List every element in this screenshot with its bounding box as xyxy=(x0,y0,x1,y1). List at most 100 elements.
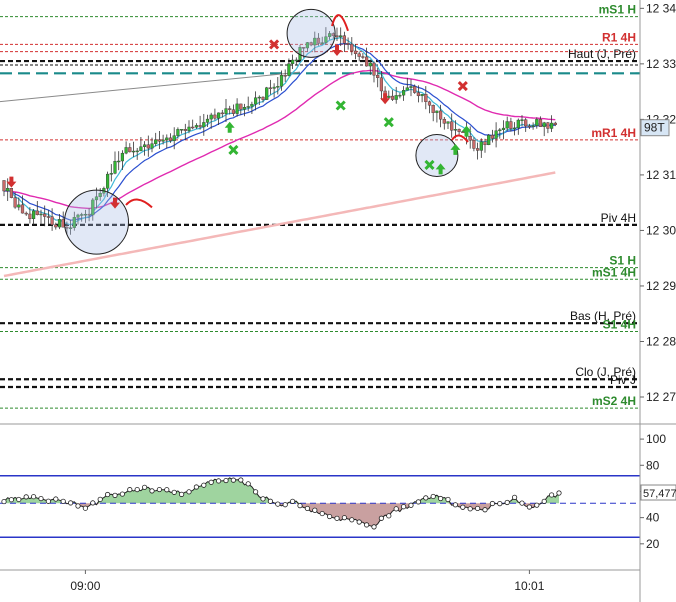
ema-fast-line xyxy=(3,36,556,226)
candle-body xyxy=(68,227,73,229)
candle-body xyxy=(453,129,457,131)
level-label: mR1 4H xyxy=(591,126,636,140)
buy-arrow-marker xyxy=(224,121,235,133)
annotation-stroke xyxy=(451,134,469,143)
candle-body xyxy=(446,121,450,124)
candle-body xyxy=(339,35,343,38)
oscillator-point xyxy=(30,494,37,500)
oscillator-point xyxy=(38,495,44,502)
oscillator-point xyxy=(534,502,540,508)
oscillator-point xyxy=(297,503,303,509)
oscillator-point xyxy=(186,489,192,495)
candle-body xyxy=(350,43,354,52)
candle-body xyxy=(157,139,161,142)
oscillator-point xyxy=(23,494,29,500)
oscillator-point xyxy=(504,499,510,506)
candle-body xyxy=(76,214,80,218)
oscillator-point xyxy=(245,481,251,487)
oscillator-point xyxy=(119,491,126,497)
candle-body xyxy=(109,173,113,175)
candle-body xyxy=(346,43,350,45)
candle-body xyxy=(120,152,124,162)
level-label: R1 4H xyxy=(602,30,636,44)
candle-body xyxy=(427,101,432,106)
oscillator-point xyxy=(105,491,111,498)
oscillator-point xyxy=(208,479,214,485)
candle-body xyxy=(520,119,524,121)
candle-body xyxy=(20,204,25,214)
oscillator-point xyxy=(356,519,362,525)
candle-body xyxy=(531,125,535,127)
oscillator-point xyxy=(142,484,148,490)
oscillator-point xyxy=(423,495,429,501)
candle-body xyxy=(142,144,147,147)
oscillator-point xyxy=(460,504,466,510)
candle-body xyxy=(183,129,187,131)
oscillator-point xyxy=(193,484,199,490)
candle-body xyxy=(328,33,332,37)
level-label: S1 4H xyxy=(603,317,636,331)
oscillator-point xyxy=(452,502,458,508)
candle-body xyxy=(246,106,250,108)
candle-body xyxy=(442,118,446,124)
oscillator-point xyxy=(437,495,444,502)
candle-body xyxy=(376,74,380,78)
oscillator-point xyxy=(230,477,236,483)
candle-body xyxy=(194,125,198,128)
candle-body xyxy=(335,35,339,38)
oscillator-point xyxy=(541,498,547,504)
oscillator-point xyxy=(156,486,162,493)
candle-body xyxy=(179,129,184,131)
oscillator-point xyxy=(8,497,14,503)
candle-body xyxy=(535,119,539,126)
candle-body xyxy=(54,224,58,228)
candle-body xyxy=(509,121,513,129)
candle-body xyxy=(498,129,502,132)
oscillator-line xyxy=(3,477,560,528)
candle-body xyxy=(494,130,498,139)
oscillator-point xyxy=(260,496,266,502)
candle-body xyxy=(83,213,87,216)
candle-body xyxy=(131,150,136,153)
candle-body xyxy=(224,108,228,114)
oscillator-point xyxy=(75,503,81,509)
candle-body xyxy=(435,110,439,113)
candle-body xyxy=(205,118,210,123)
oscillator-point xyxy=(474,505,481,512)
oscillator-point xyxy=(349,517,355,523)
price-tick-label: 12 28 xyxy=(646,334,676,348)
candle-body xyxy=(483,141,487,146)
oscillator-point xyxy=(326,513,333,520)
candle-body xyxy=(409,86,413,88)
candle-body xyxy=(65,226,69,229)
current-price-label: 98T xyxy=(644,121,665,135)
oscillator-point xyxy=(445,496,451,503)
signal-cross-marker xyxy=(228,144,239,155)
sell-arrow-marker xyxy=(110,197,120,209)
level-label: mS2 4H xyxy=(592,394,636,408)
candle-body xyxy=(553,122,557,125)
candle-body xyxy=(402,90,406,96)
candle-body xyxy=(257,96,261,99)
candle-body xyxy=(72,217,76,228)
candle-body xyxy=(250,103,254,107)
oscillator-point xyxy=(556,490,562,496)
oscillator-point xyxy=(223,477,229,484)
oscillator-point xyxy=(467,506,473,512)
price-tick-label: 12 31 xyxy=(646,168,676,182)
osc-tick-label: 40 xyxy=(646,511,660,525)
candle-body xyxy=(287,63,291,76)
price-tick-label: 12 33 xyxy=(646,57,676,71)
candle-body xyxy=(94,196,99,201)
candle-body xyxy=(191,126,195,129)
candle-body xyxy=(242,107,247,110)
oscillator-point xyxy=(60,498,66,504)
candle-body xyxy=(324,36,328,43)
oscillator-point xyxy=(497,501,503,507)
candle-body xyxy=(405,87,409,91)
oscillator-point xyxy=(378,515,384,521)
candle-body xyxy=(228,108,232,110)
candle-body xyxy=(80,214,84,216)
